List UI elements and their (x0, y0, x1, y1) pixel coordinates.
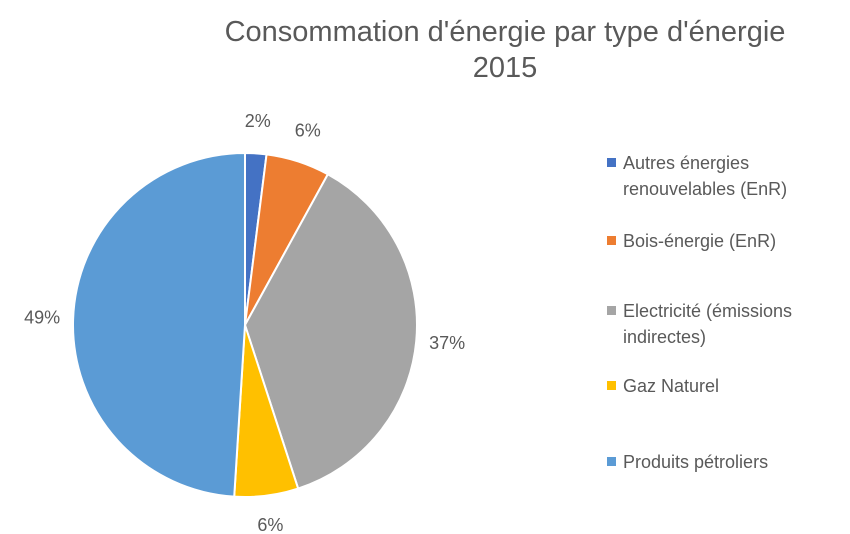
legend-swatch (607, 306, 616, 315)
legend-label: Gaz Naturel (623, 376, 720, 396)
legend-label: Electricité (émissions indirectes) (623, 301, 793, 347)
legend-swatch (607, 457, 616, 466)
chart-title: Consommation d'énergie par type d'énergi… (224, 16, 786, 84)
legend-swatch (607, 381, 616, 390)
legend-item: Autres énergies renouvelables (EnR) (607, 150, 838, 202)
pie-slice (243, 172, 419, 490)
legend-item: Bois-énergie (EnR) (607, 228, 838, 254)
legend-label: Autres énergies renouvelables (EnR) (623, 153, 788, 199)
legend-item: Electricité (émissions indirectes) (607, 298, 838, 350)
data-label: 6% (257, 515, 283, 534)
legend-label: Bois-énergie (EnR) (623, 231, 777, 251)
pie-slice (71, 151, 246, 498)
data-label: 37% (429, 333, 465, 353)
data-label: 49% (24, 307, 60, 327)
data-label: 6% (295, 121, 321, 141)
legend-label: Produits pétroliers (623, 452, 769, 472)
legend-swatch (607, 158, 616, 167)
legend-item: Produits pétroliers (607, 449, 838, 475)
legend-item: Gaz Naturel (607, 373, 838, 399)
legend-swatch (607, 236, 616, 245)
data-label: 2% (245, 111, 271, 131)
